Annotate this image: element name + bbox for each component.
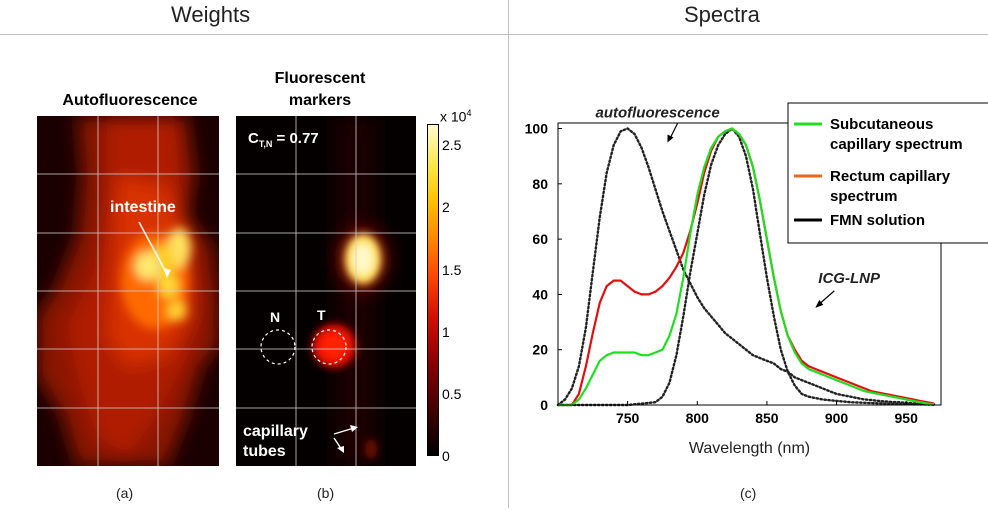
plot-series [556,126,936,407]
capillary-label-line2: tubes [243,443,286,460]
series-line-4 [556,127,936,407]
colorbar-multiplier: x 104 [440,108,471,125]
colorbar-tick: 0 [442,448,450,464]
spectra-chart: 750 800 850 900 950 0 20 40 60 80 100 autofluoresc… [525,102,988,457]
colorbar-tick: 2.5 [442,137,462,153]
corr-subscript: T,N [258,139,273,149]
roi-t-label: T [317,307,326,323]
colorbar-tick: 1.5 [442,262,462,278]
roi-n-label: N [270,309,281,325]
corr-label: CT,N = 0.77 [248,130,319,149]
y-tick-label: 20 [532,342,548,358]
panel-b-title-line1: Fluorescent [274,70,366,87]
section-divider [508,0,509,508]
series-line-0 [558,127,935,407]
colorbar-exponent: 4 [466,108,472,118]
y-tick-label: 40 [532,286,548,302]
fluorescent-markers-heatmap [236,116,416,466]
autofluorescence-annotation: autofluorescence [595,104,719,121]
roi-t-circle [311,329,347,365]
legend: Subcutaneous capillary spectrum Rectum cap… [787,102,988,244]
autofluorescence-heatmap [37,116,219,466]
x-tick-label: 900 [825,410,849,426]
x-tick-label: 950 [895,410,919,426]
corr-value: = 0.77 [276,130,319,147]
y-tick-label: 80 [532,176,548,192]
icg-lnp-annotation: ICG-LNP [818,270,881,287]
plot-ticks: 750 800 850 900 950 0 20 40 60 80 100 [525,121,918,426]
panel-a-title: Autofluorescence [62,92,198,109]
header-divider [0,34,988,35]
legend-entry: Subcutaneous capillary spectrum [830,116,963,153]
y-tick-label: 0 [540,397,548,413]
colorbar-multiplier-text: x 10 [440,108,467,125]
panel-b-sublabel: (b) [317,485,335,501]
colorbar-tick: 0.5 [442,386,462,402]
plot-frame [557,122,942,406]
intestine-arrow [138,221,168,275]
spectra-header: Spectra [684,2,760,27]
fluorescent-markers-image: CT,N = 0.77 N T capillary tubes [236,116,416,466]
colorbar [427,124,439,456]
x-tick-label: 750 [616,410,640,426]
x-tick-label: 850 [755,410,779,426]
panel-a-sublabel: (a) [116,485,134,501]
autofluorescence-arrowhead [667,134,674,143]
capillary-label-line1: capillary [243,423,308,440]
legend-entry: Rectum capillary spectrum [830,168,951,205]
x-tick-label: 800 [686,410,710,426]
autofluorescence-image: intestine [37,116,219,466]
colorbar-tick: 1 [442,324,450,340]
y-tick-label: 60 [532,231,548,247]
panel-b-title-line2: markers [288,92,352,109]
panel-c-sublabel: (c) [740,485,757,501]
colorbar-tick: 2 [442,199,450,215]
corr-prefix: C [248,130,259,147]
icg-lnp-arrowhead [815,299,824,308]
weights-header: Weights [171,2,251,27]
y-tick-label: 100 [525,121,549,137]
plot-annotations: autofluorescence ICG-LNP [595,104,881,308]
roi-n-circle [260,329,296,365]
legend-entry: FMN solution [830,212,925,229]
series-line-5 [556,126,936,407]
x-axis-label: Wavelength (nm) [689,440,810,457]
intestine-label: intestine [110,199,176,216]
